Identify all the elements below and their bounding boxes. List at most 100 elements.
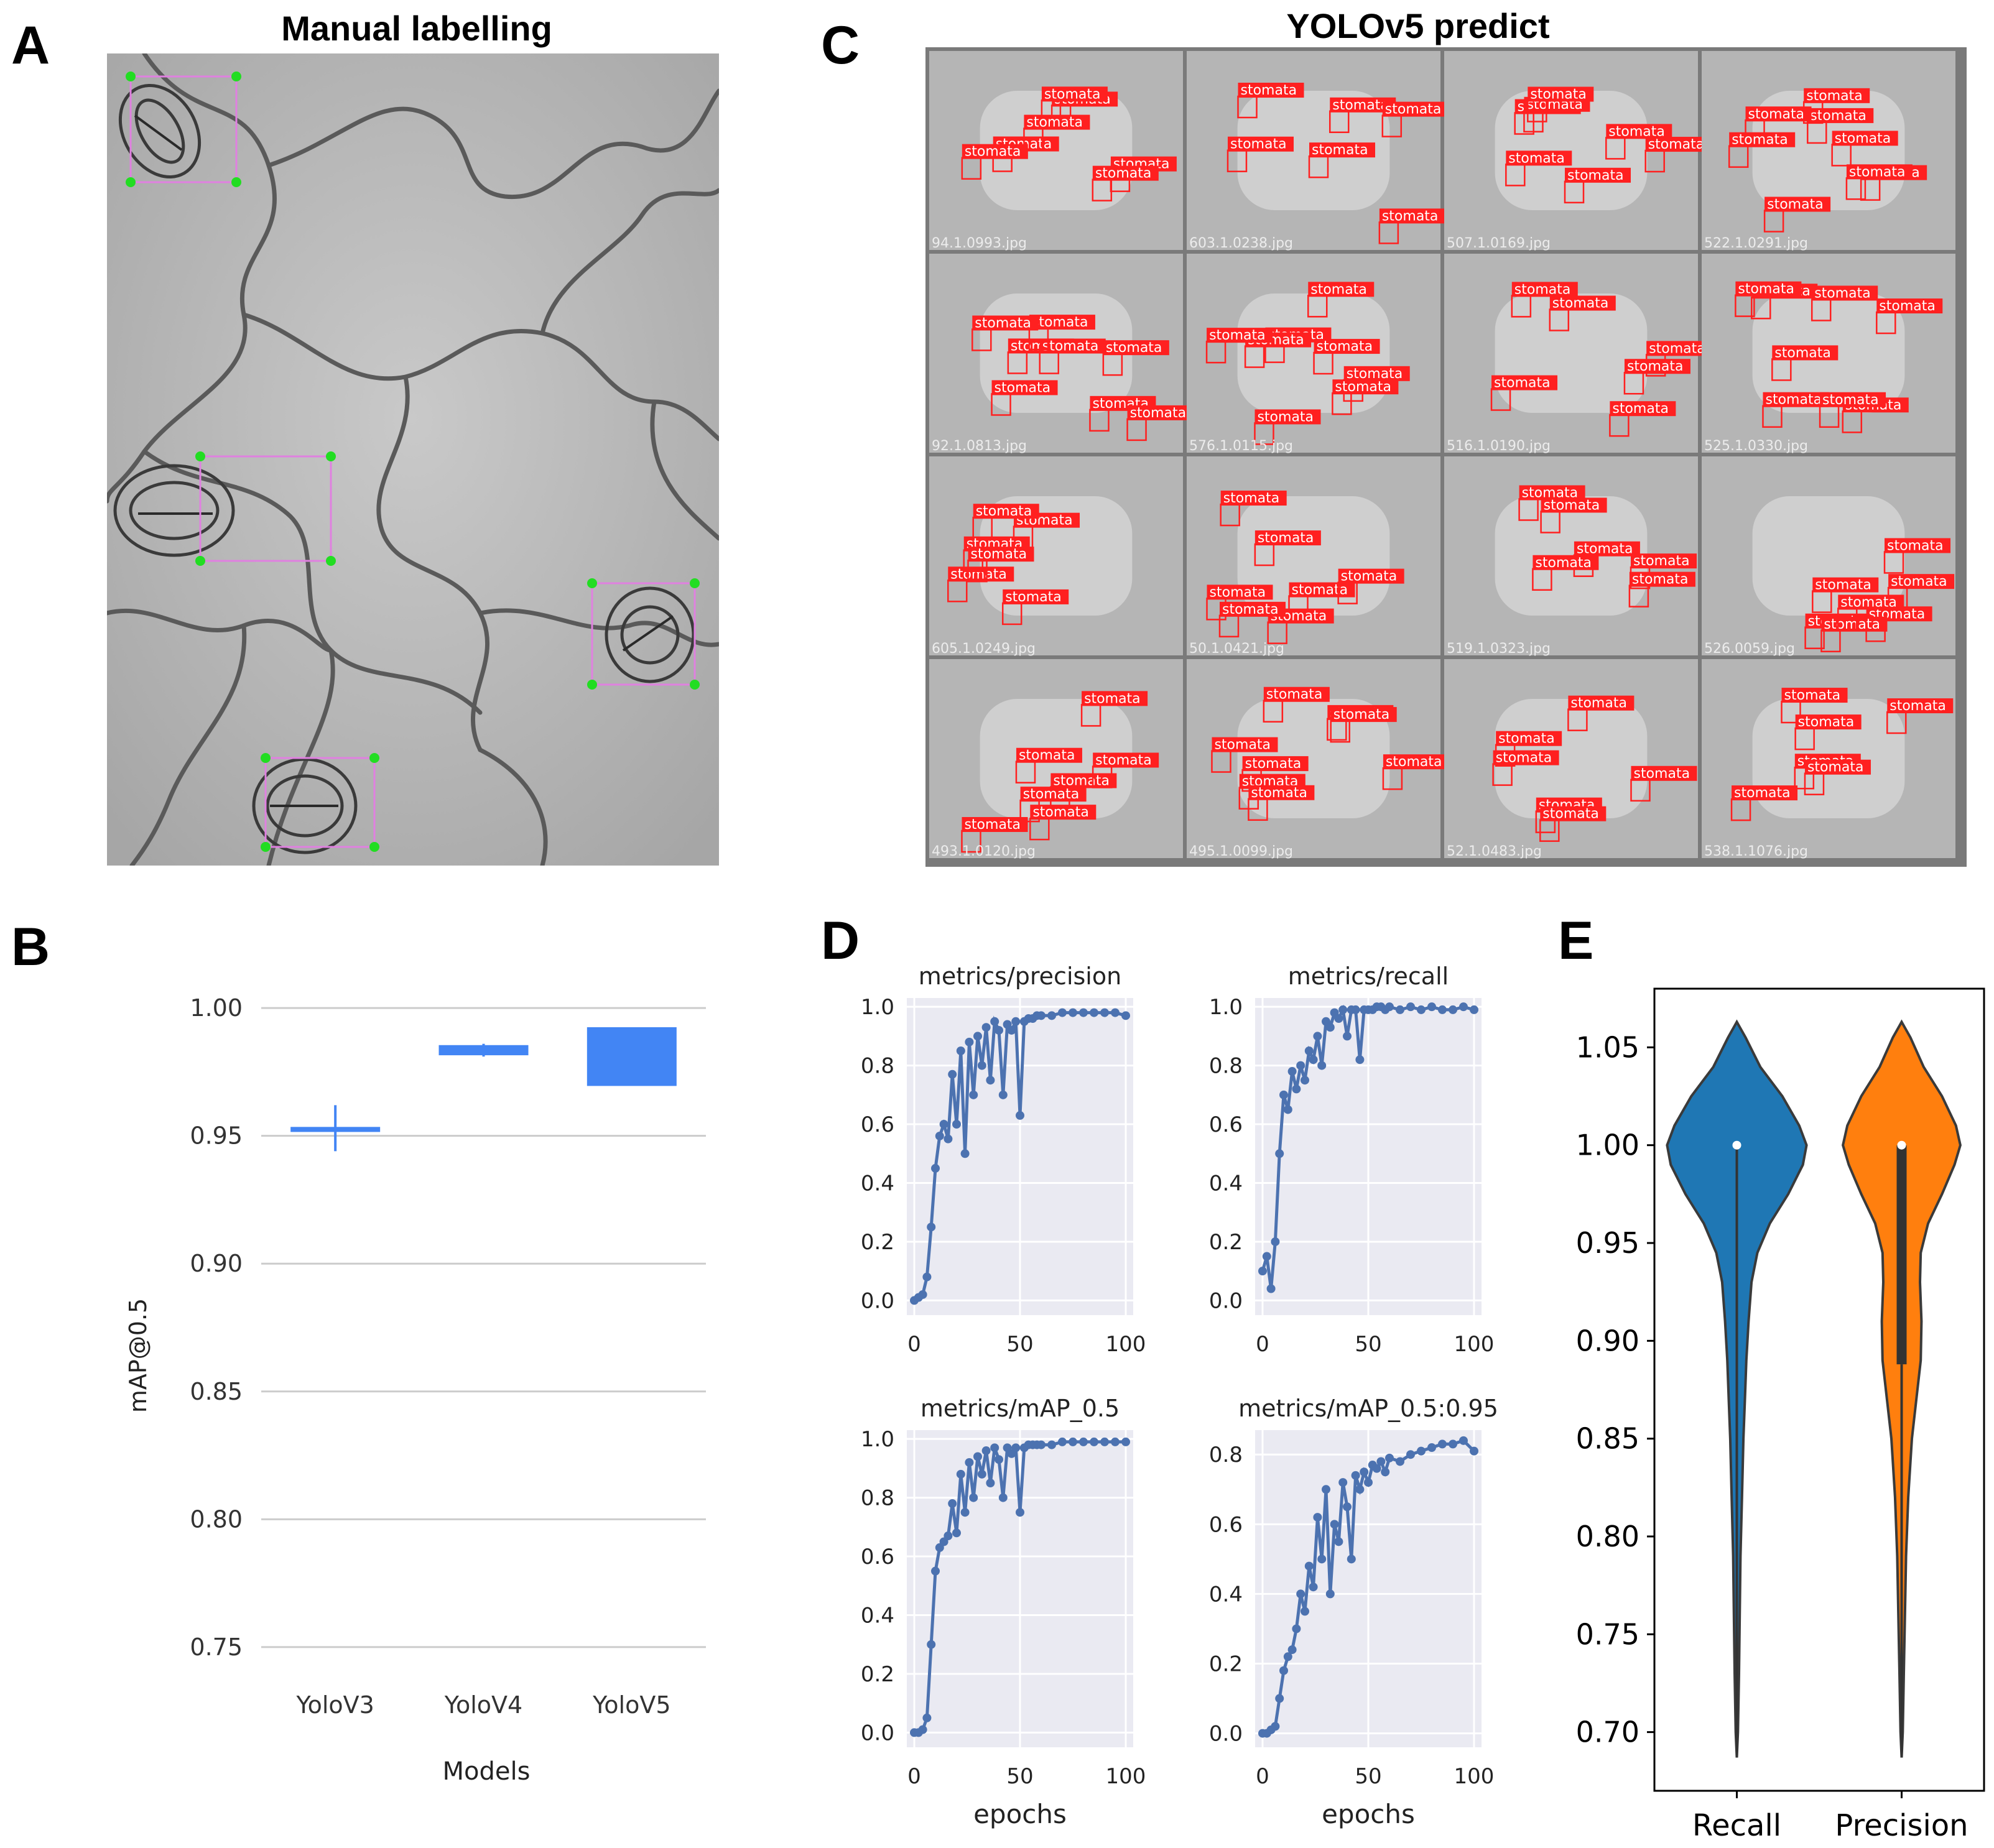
detection-label-bg <box>1541 497 1607 513</box>
detection-label: stomata <box>1814 285 1871 301</box>
detection-label: stomata <box>976 504 1032 519</box>
metric-point <box>922 1713 932 1722</box>
detection-label: stomata <box>1310 282 1367 297</box>
metric-point <box>944 1532 953 1540</box>
detection-label-bg <box>1549 295 1616 311</box>
detection-label-bg <box>1092 165 1159 181</box>
boxplot-xtick: YoloV3 <box>295 1691 374 1719</box>
metric-point <box>1313 1513 1322 1522</box>
cell-walls <box>107 53 719 866</box>
detection-label-bg <box>1050 773 1117 788</box>
prediction-tile: stomatastomatastomatastomatastomatastoma… <box>1444 51 1712 251</box>
metric-point <box>1317 1061 1327 1070</box>
detection-label: stomata <box>1765 392 1822 408</box>
tile-filename: 94.1.0993.jpg <box>932 236 1027 251</box>
metric-point <box>1266 1284 1276 1293</box>
detection-label: stomata <box>1887 538 1944 553</box>
metric-ytick: 0.0 <box>1209 1288 1243 1313</box>
detection-label: stomata <box>1312 142 1368 158</box>
metric-title: metrics/recall <box>1288 963 1449 990</box>
violin-ytick: 0.95 <box>1576 1226 1639 1260</box>
metric-ytick: 0.2 <box>1209 1230 1243 1255</box>
metric-point <box>1121 1011 1130 1020</box>
prediction-tile: stomatastomatastomatastomatastomatastoma… <box>1444 254 1713 454</box>
metric-point <box>1079 1008 1088 1017</box>
metric-point <box>1364 1478 1373 1487</box>
detection-label: stomata <box>970 547 1027 562</box>
metric-point <box>1037 1440 1046 1449</box>
violin-ytick: 1.00 <box>1576 1129 1639 1162</box>
metric-point <box>952 1120 961 1129</box>
detection-label-bg <box>1314 339 1380 354</box>
metric-point <box>1417 1446 1426 1456</box>
detection-label: stomata <box>1222 602 1279 617</box>
detection-label: stomata <box>1849 164 1906 180</box>
metric-ytick: 0.8 <box>1209 1054 1243 1079</box>
detection-label-bg <box>1383 754 1449 770</box>
detection-label-bg <box>1020 787 1087 802</box>
tile-filename: 516.1.0190.jpg <box>1447 438 1551 454</box>
detection-label: stomata <box>1335 379 1391 395</box>
metric-point <box>1271 1722 1280 1731</box>
boxplot-xtick: YoloV5 <box>592 1691 670 1719</box>
metric-point <box>1309 1582 1318 1592</box>
metric-point <box>1047 1440 1056 1449</box>
metric-point <box>1296 1061 1305 1070</box>
detection-label: stomata <box>1333 707 1390 723</box>
detection-label-bg <box>1732 785 1798 801</box>
detection-label-bg <box>1764 196 1831 212</box>
metric-point <box>1296 1589 1305 1599</box>
detection-label-bg <box>1795 714 1862 730</box>
metric-point <box>927 1640 936 1649</box>
metric-ytick: 1.0 <box>1209 995 1243 1020</box>
metric-point <box>990 1443 999 1453</box>
detection-label-bg <box>1003 589 1069 604</box>
metric-point <box>981 1446 991 1456</box>
detection-label: stomata <box>1332 98 1389 113</box>
metric-point <box>1338 1478 1348 1487</box>
metric-point <box>973 1032 982 1041</box>
metric-point <box>1438 1005 1447 1014</box>
tile-filename: 526.0059.jpg <box>1704 641 1795 657</box>
detection-label: stomata <box>1494 376 1551 391</box>
detection-label: stomata <box>1649 341 1705 356</box>
tile-filename: 52.1.0483.jpg <box>1447 844 1542 859</box>
metric-point <box>1351 1471 1360 1480</box>
detection-label-bg <box>1343 366 1410 381</box>
detection-label: stomata <box>1508 150 1565 166</box>
manual-labelling-image <box>107 53 719 866</box>
detection-label-bg <box>1574 541 1640 557</box>
stomata-cells <box>113 83 695 854</box>
detection-label-bg <box>1207 584 1273 600</box>
detection-label: stomata <box>1214 737 1271 753</box>
detection-label: stomata <box>1223 491 1280 506</box>
tile-filename: 605.1.0249.jpg <box>932 641 1036 657</box>
metric-point <box>918 1725 927 1734</box>
metric-point <box>1007 1025 1016 1035</box>
detection-label: stomata <box>1386 754 1442 770</box>
detection-label: stomata <box>1822 392 1879 408</box>
tile-filename: 495.1.0099.jpg <box>1189 844 1293 859</box>
metric-point <box>1016 1111 1024 1120</box>
detection-label-bg <box>1039 338 1106 354</box>
detection-label-bg <box>1832 131 1898 146</box>
metric-point <box>1459 1436 1468 1445</box>
metric-ytick: 0.4 <box>1209 1171 1243 1196</box>
detection-label-bg <box>1082 691 1148 706</box>
boxplot-box <box>438 1045 529 1056</box>
detection-label: stomata <box>964 817 1021 833</box>
detection-label: stomata <box>1258 530 1314 546</box>
metric-point <box>998 1090 1008 1099</box>
violin-xtick: Precision <box>1835 1808 1968 1843</box>
tile-filename: 92.1.0813.jpg <box>932 438 1027 454</box>
detection-label-bg <box>1207 328 1273 343</box>
boxplot-ytick: 0.90 <box>190 1250 243 1277</box>
detection-label-bg <box>1729 132 1796 147</box>
detection-label-bg <box>1568 695 1635 711</box>
metric-point <box>1079 1437 1088 1446</box>
metric-xtick: 50 <box>1006 1332 1033 1357</box>
detection-label: stomata <box>1257 409 1314 425</box>
metric-point <box>1381 1467 1390 1477</box>
violin-ytick: 0.70 <box>1576 1716 1639 1749</box>
metric-point <box>1470 1446 1478 1456</box>
